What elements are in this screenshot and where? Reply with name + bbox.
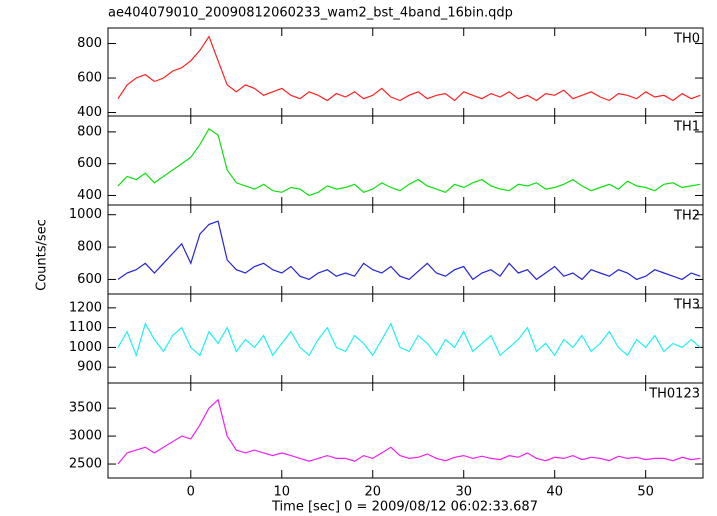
panel-label: TH3	[673, 298, 700, 313]
y-tick-label: 600	[77, 71, 102, 86]
y-tick-label: 800	[77, 36, 102, 51]
y-tick-label: 400	[77, 105, 102, 120]
panel-label: TH1	[673, 120, 700, 135]
y-axis-label: Counts/sec	[35, 219, 50, 291]
y-tick-label: 1000	[69, 340, 102, 355]
panel-label: TH0	[673, 32, 700, 47]
x-axis-label: Time [sec] 0 = 2009/08/12 06:02:33.687	[271, 500, 538, 515]
panel-frame	[107, 204, 704, 295]
y-tick-label: 3500	[69, 401, 102, 416]
y-tick-label: 2500	[69, 457, 102, 472]
y-tick-label: 600	[77, 156, 102, 171]
chart-title: ae404079010_20090812060233_wam2_bst_4ban…	[108, 6, 513, 21]
panel-frame	[107, 27, 704, 117]
x-tick-label: 0	[187, 485, 195, 500]
y-tick-label: 1200	[69, 300, 102, 315]
y-tick-label: 3000	[69, 429, 102, 444]
panel-label: TH2	[673, 209, 700, 224]
light-curve	[117, 35, 701, 102]
x-tick-label: 10	[273, 485, 290, 500]
panel-frame	[107, 115, 704, 206]
light-curve	[117, 398, 701, 465]
x-tick-label: 30	[455, 485, 472, 500]
light-curve	[117, 127, 701, 197]
light-curve	[117, 322, 701, 358]
x-tick-label: 50	[637, 485, 654, 500]
x-tick-label: 40	[546, 485, 563, 500]
y-tick-label: 900	[77, 360, 102, 375]
y-tick-label: 1100	[69, 320, 102, 335]
panel-frame	[107, 382, 704, 479]
y-tick-label: 400	[77, 188, 102, 203]
y-tick-label: 600	[77, 272, 102, 287]
panel-label: TH0123	[648, 387, 700, 402]
y-tick-label: 1000	[69, 207, 102, 222]
y-tick-label: 800	[77, 240, 102, 255]
light-curve	[117, 220, 701, 281]
y-tick-label: 800	[77, 124, 102, 139]
x-tick-label: 20	[364, 485, 381, 500]
